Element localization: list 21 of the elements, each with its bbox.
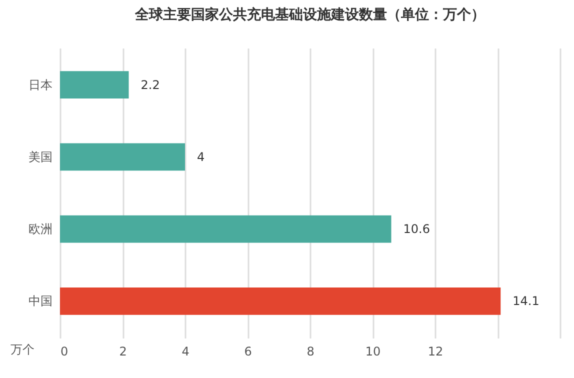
x-tick-label: 8	[306, 344, 314, 358]
bar	[60, 143, 185, 171]
x-tick-label: 2	[119, 344, 127, 358]
bar	[60, 71, 129, 98]
x-tick-label: 10	[365, 344, 381, 358]
data-label: 4	[197, 150, 205, 164]
bar	[60, 288, 501, 315]
x-tick-label: 12	[428, 344, 444, 358]
x-tick-label: 4	[182, 344, 190, 358]
x-tick-label: 6	[244, 344, 252, 358]
data-label: 2.2	[140, 78, 160, 92]
x-axis-title: 万个	[10, 342, 34, 356]
y-tick-label: 欧洲	[28, 222, 52, 236]
chart-title: 全球主要国家公共充电基础设施建设数量（单位：万个）	[134, 6, 485, 23]
y-tick-label: 中国	[28, 294, 52, 308]
y-tick-label: 美国	[28, 150, 52, 164]
bar	[60, 215, 392, 243]
data-label: 14.1	[512, 294, 540, 308]
x-tick-label: 0	[60, 344, 68, 358]
y-tick-label: 日本	[28, 78, 52, 92]
data-label: 10.6	[403, 222, 430, 236]
